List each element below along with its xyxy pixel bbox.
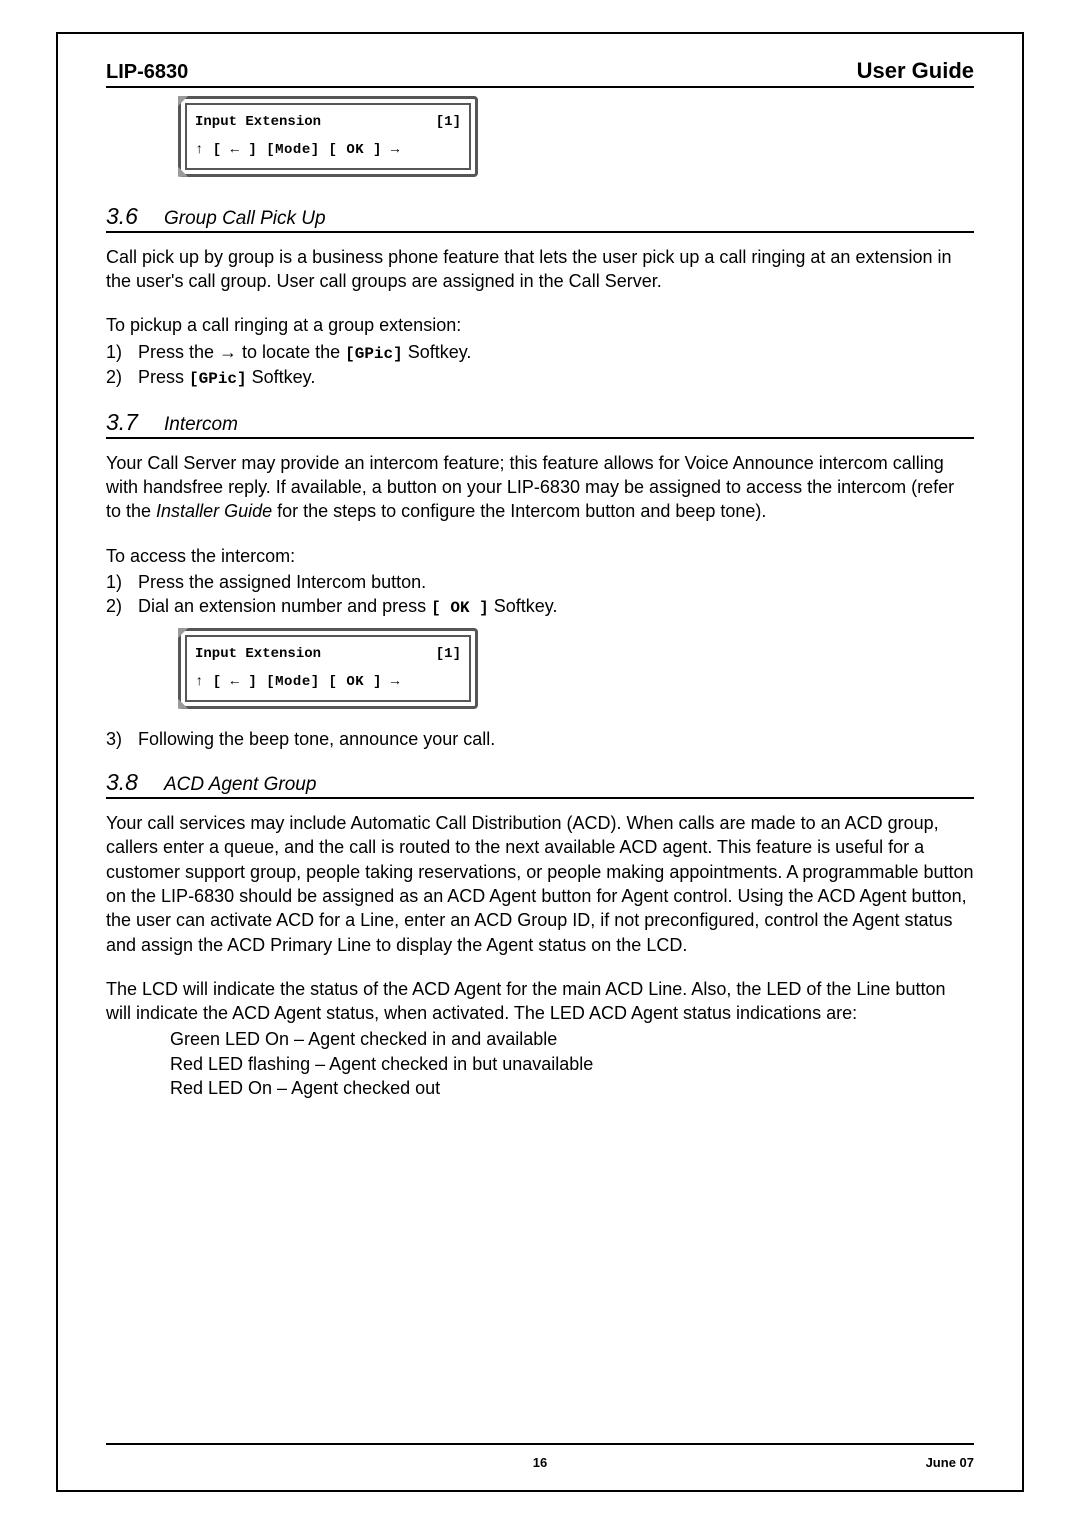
softkey-label: [ OK ]	[431, 599, 489, 617]
lcd-line1-label: Input Extension	[195, 111, 321, 133]
section-number: 3.8	[106, 769, 138, 796]
step-list: 1) Press the assigned Intercom button. 2…	[106, 570, 974, 620]
led-status-item: Green LED On – Agent checked in and avai…	[170, 1027, 974, 1051]
paragraph: Your Call Server may provide an intercom…	[106, 451, 974, 524]
step-text: Press the assigned Intercom button.	[138, 570, 974, 594]
step-num: 2)	[106, 594, 138, 620]
header-title: User Guide	[857, 58, 974, 84]
lcd-display: Input Extension [1] ↑ [ ← ] [Mode] [ OK …	[178, 96, 974, 177]
lcd-display: Input Extension [1] ↑ [ ← ] [Mode] [ OK …	[178, 628, 974, 709]
step-1: 1) Press the assigned Intercom button.	[106, 570, 974, 594]
lcd-line2: ↑ [ ← ] [Mode] [ OK ] →	[195, 671, 461, 693]
right-arrow-icon: →	[219, 342, 237, 362]
step-list: 1) Press the → to locate the [GPic] Soft…	[106, 340, 974, 391]
section-number: 3.6	[106, 203, 138, 230]
step-num: 1)	[106, 570, 138, 594]
paragraph: Call pick up by group is a business phon…	[106, 245, 974, 294]
section-heading-3-8: 3.8 ACD Agent Group	[106, 769, 974, 799]
lcd-line2: ↑ [ ← ] [Mode] [ OK ] →	[195, 139, 461, 161]
footer-left	[106, 1455, 110, 1470]
step-text: Dial an extension number and press [ OK …	[138, 594, 974, 620]
doc-reference: Installer Guide	[156, 501, 272, 521]
step-3: 3) Following the beep tone, announce you…	[106, 727, 974, 751]
step-text: Press [GPic] Softkey.	[138, 365, 974, 391]
lcd-line1: Input Extension [1]	[195, 111, 461, 133]
header-model: LIP-6830	[106, 61, 188, 84]
step-2: 2) Dial an extension number and press [ …	[106, 594, 974, 620]
footer-rule	[106, 1443, 974, 1445]
section-heading-3-6: 3.6 Group Call Pick Up	[106, 203, 974, 233]
step-1: 1) Press the → to locate the [GPic] Soft…	[106, 340, 974, 366]
page-frame: LIP-6830 User Guide Input Extension [1] …	[56, 32, 1024, 1492]
paragraph: The LCD will indicate the status of the …	[106, 977, 974, 1026]
section-title: Group Call Pick Up	[164, 208, 326, 230]
lcd-frame: Input Extension [1] ↑ [ ← ] [Mode] [ OK …	[178, 628, 478, 709]
step-2: 2) Press [GPic] Softkey.	[106, 365, 974, 391]
page-footer: 16 June 07	[106, 1443, 974, 1470]
step-num: 3)	[106, 727, 138, 751]
lcd-line1-value: [1]	[436, 643, 461, 665]
lead-text: To pickup a call ringing at a group exte…	[106, 313, 974, 337]
softkey-label: [GPic]	[345, 345, 403, 363]
softkey-label: [GPic]	[189, 370, 247, 388]
step-text: Following the beep tone, announce your c…	[138, 727, 974, 751]
footer-row: 16 June 07	[106, 1455, 974, 1470]
section-title: ACD Agent Group	[164, 774, 316, 796]
lcd-line1-label: Input Extension	[195, 643, 321, 665]
lcd-screen: Input Extension [1] ↑ [ ← ] [Mode] [ OK …	[185, 103, 471, 170]
lcd-line1-value: [1]	[436, 111, 461, 133]
section-heading-3-7: 3.7 Intercom	[106, 409, 974, 439]
page-header: LIP-6830 User Guide	[106, 58, 974, 88]
led-status-item: Red LED On – Agent checked out	[170, 1076, 974, 1100]
led-status-item: Red LED flashing – Agent checked in but …	[170, 1052, 974, 1076]
lcd-frame: Input Extension [1] ↑ [ ← ] [Mode] [ OK …	[178, 96, 478, 177]
step-text: Press the → to locate the [GPic] Softkey…	[138, 340, 974, 366]
led-status-list: Green LED On – Agent checked in and avai…	[170, 1027, 974, 1100]
page-number: 16	[533, 1455, 547, 1470]
lcd-line1: Input Extension [1]	[195, 643, 461, 665]
section-number: 3.7	[106, 409, 138, 436]
step-num: 2)	[106, 365, 138, 391]
paragraph: Your call services may include Automatic…	[106, 811, 974, 957]
step-num: 1)	[106, 340, 138, 366]
step-list: 3) Following the beep tone, announce you…	[106, 727, 974, 751]
footer-date: June 07	[926, 1455, 974, 1470]
lead-text: To access the intercom:	[106, 544, 974, 568]
section-title: Intercom	[164, 414, 238, 436]
lcd-screen: Input Extension [1] ↑ [ ← ] [Mode] [ OK …	[185, 635, 471, 702]
